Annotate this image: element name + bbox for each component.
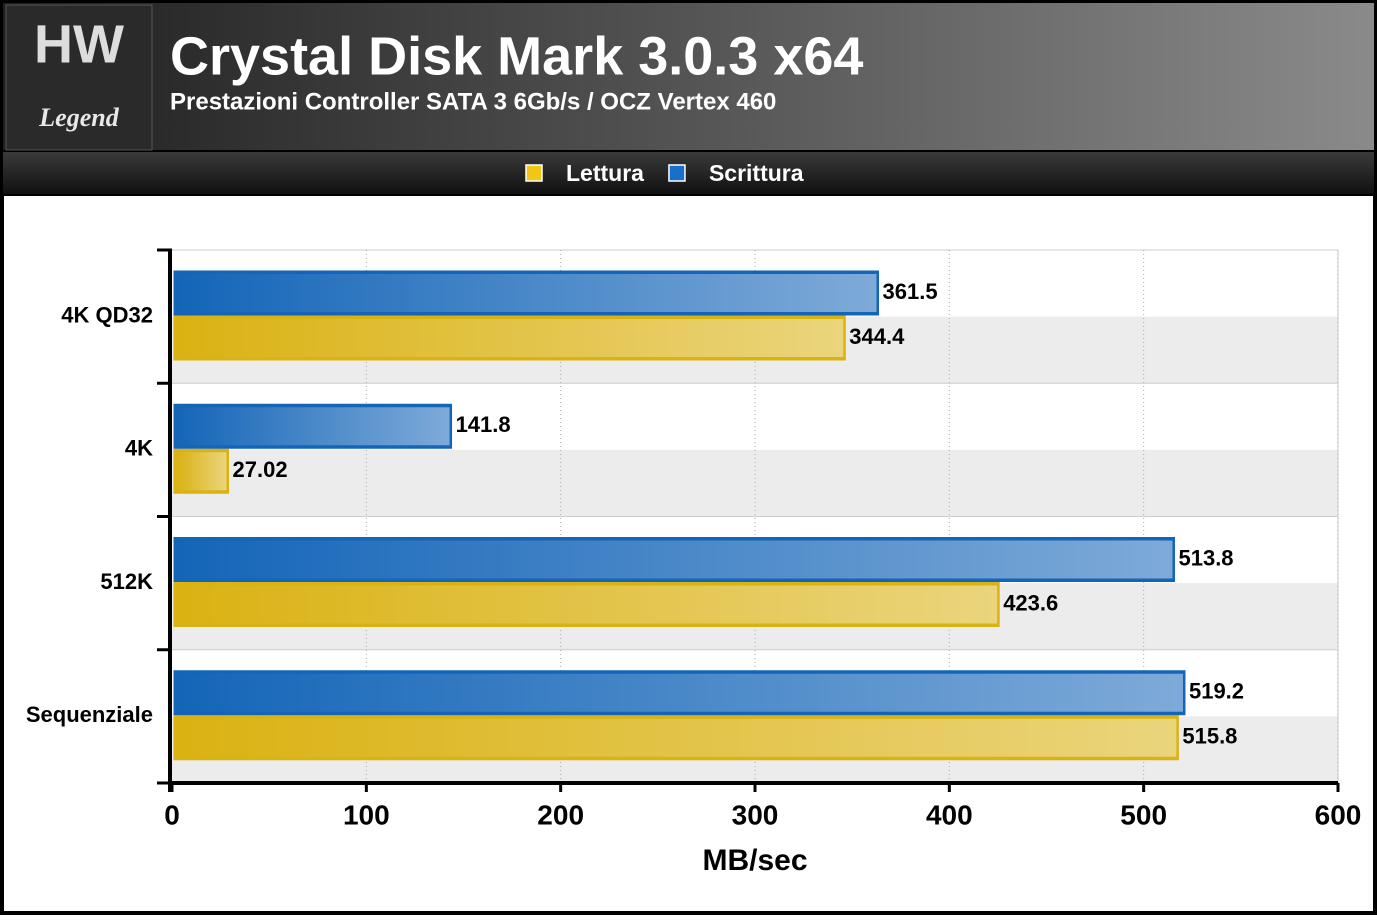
legend-swatch — [525, 164, 543, 182]
legend-bar — [3, 152, 1374, 194]
value-label: 513.8 — [1178, 545, 1233, 570]
x-tick-label: 500 — [1120, 799, 1167, 830]
bar-shine — [176, 452, 227, 491]
value-label: 361.5 — [883, 279, 938, 304]
bar-shine — [176, 407, 450, 446]
header — [3, 3, 1374, 150]
x-tick-label: 400 — [926, 799, 973, 830]
logo-box — [5, 4, 153, 151]
chart-subtitle: Prestazioni Controller SATA 3 6Gb/s / OC… — [170, 88, 776, 115]
logo-name: Legend — [38, 103, 119, 132]
legend-label: Lettura — [566, 160, 644, 186]
value-label: 27.02 — [233, 457, 288, 482]
y-tick-label: 512K — [100, 569, 153, 594]
bar-shine — [176, 585, 998, 624]
x-tick-label: 300 — [732, 799, 779, 830]
legend-swatch — [668, 164, 686, 182]
x-tick-label: 600 — [1315, 799, 1362, 830]
x-axis-title: MB/sec — [702, 844, 807, 877]
x-tick-label: 200 — [537, 799, 584, 830]
bar-shine — [176, 540, 1173, 579]
chart-title: Crystal Disk Mark 3.0.3 x64 — [170, 26, 863, 86]
logo-mark: HW — [34, 14, 124, 74]
value-label: 141.8 — [456, 412, 511, 437]
bar-shine — [176, 718, 1177, 757]
x-tick-label: 0 — [164, 799, 180, 830]
bar-shine — [176, 274, 877, 312]
bar-shine — [176, 673, 1183, 712]
y-tick-label: 4K — [125, 436, 153, 461]
value-label: 515.8 — [1182, 724, 1237, 749]
x-tick-label: 100 — [343, 799, 390, 830]
value-label: 519.2 — [1189, 679, 1244, 704]
bar-shine — [176, 319, 844, 357]
band-stripe — [172, 449, 1338, 517]
value-label: 423.6 — [1003, 590, 1058, 615]
y-tick-label: Sequenziale — [26, 702, 153, 727]
y-tick-label: 4K QD32 — [61, 302, 153, 327]
legend-label: Scrittura — [709, 160, 804, 186]
value-label: 344.4 — [849, 324, 905, 349]
